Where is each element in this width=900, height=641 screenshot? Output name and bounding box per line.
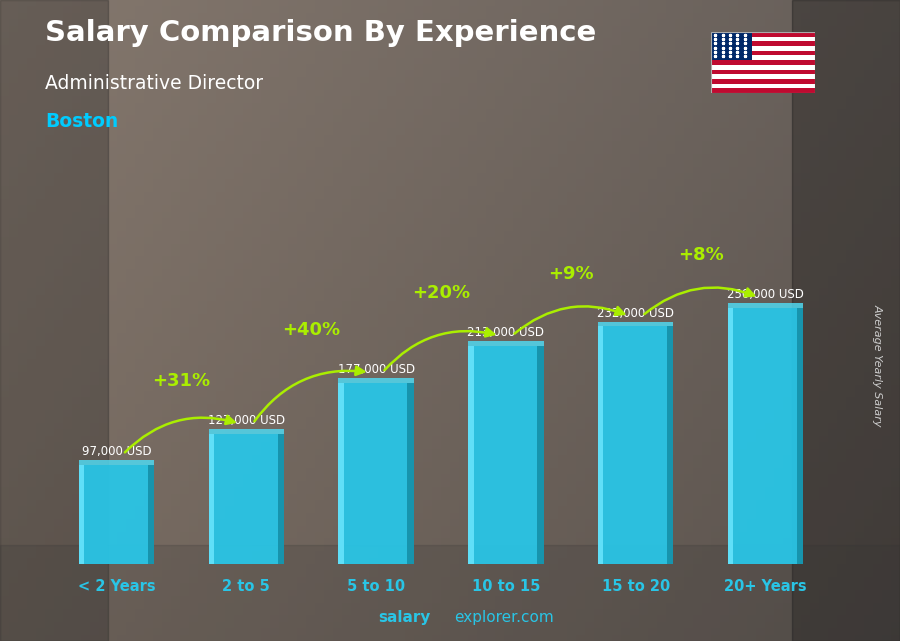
Bar (728, 303, 803, 308)
Bar (598, 322, 673, 326)
Bar (711, 69, 814, 74)
Bar (209, 434, 284, 564)
Bar (711, 65, 814, 69)
Text: 250,000 USD: 250,000 USD (727, 288, 804, 301)
Text: salary: salary (378, 610, 430, 625)
Text: 2 to 5: 2 to 5 (222, 579, 270, 594)
Text: < 2 Years: < 2 Years (77, 579, 155, 594)
Bar (711, 83, 814, 88)
Bar (338, 378, 414, 383)
Bar (209, 434, 214, 564)
Text: 5 to 10: 5 to 10 (347, 579, 405, 594)
Bar (711, 46, 814, 51)
Bar (79, 465, 154, 564)
Text: Boston: Boston (45, 112, 118, 131)
Bar (792, 0, 900, 641)
Text: +40%: +40% (282, 321, 340, 339)
Bar (468, 345, 473, 564)
Text: explorer.com: explorer.com (454, 610, 554, 625)
Text: 177,000 USD: 177,000 USD (338, 363, 415, 376)
Bar (79, 465, 84, 564)
Bar (209, 429, 284, 434)
Bar (711, 88, 814, 93)
Bar (728, 308, 803, 564)
Bar (711, 37, 814, 42)
Bar (711, 51, 814, 56)
Text: 10 to 15: 10 to 15 (472, 579, 540, 594)
Bar (711, 56, 814, 60)
Text: 213,000 USD: 213,000 USD (467, 326, 544, 339)
Bar (667, 326, 673, 564)
Bar (0, 0, 108, 641)
Bar (277, 434, 284, 564)
Bar (728, 308, 733, 564)
Bar (598, 326, 603, 564)
Text: +20%: +20% (412, 284, 470, 302)
Text: +8%: +8% (678, 246, 724, 264)
Bar (338, 383, 414, 564)
Bar (796, 308, 803, 564)
Text: Administrative Director: Administrative Director (45, 74, 263, 93)
Bar (711, 32, 814, 37)
Bar (711, 42, 814, 46)
Text: Salary Comparison By Experience: Salary Comparison By Experience (45, 19, 596, 47)
Bar (148, 465, 154, 564)
Bar (711, 32, 752, 60)
Bar (0, 545, 900, 641)
Bar (598, 326, 673, 564)
Bar (79, 460, 154, 465)
Bar (711, 60, 814, 65)
Text: 20+ Years: 20+ Years (724, 579, 807, 594)
Text: 232,000 USD: 232,000 USD (598, 307, 674, 320)
Bar (711, 79, 814, 83)
Bar (338, 383, 344, 564)
Text: 97,000 USD: 97,000 USD (82, 445, 151, 458)
Text: +31%: +31% (152, 372, 211, 390)
Bar (408, 383, 414, 564)
Bar (537, 345, 544, 564)
Bar (468, 341, 544, 345)
Text: Average Yearly Salary: Average Yearly Salary (872, 304, 883, 427)
Text: 127,000 USD: 127,000 USD (208, 415, 284, 428)
Bar (711, 74, 814, 79)
Bar (468, 345, 544, 564)
Text: 15 to 20: 15 to 20 (601, 579, 670, 594)
Text: +9%: +9% (548, 265, 594, 283)
